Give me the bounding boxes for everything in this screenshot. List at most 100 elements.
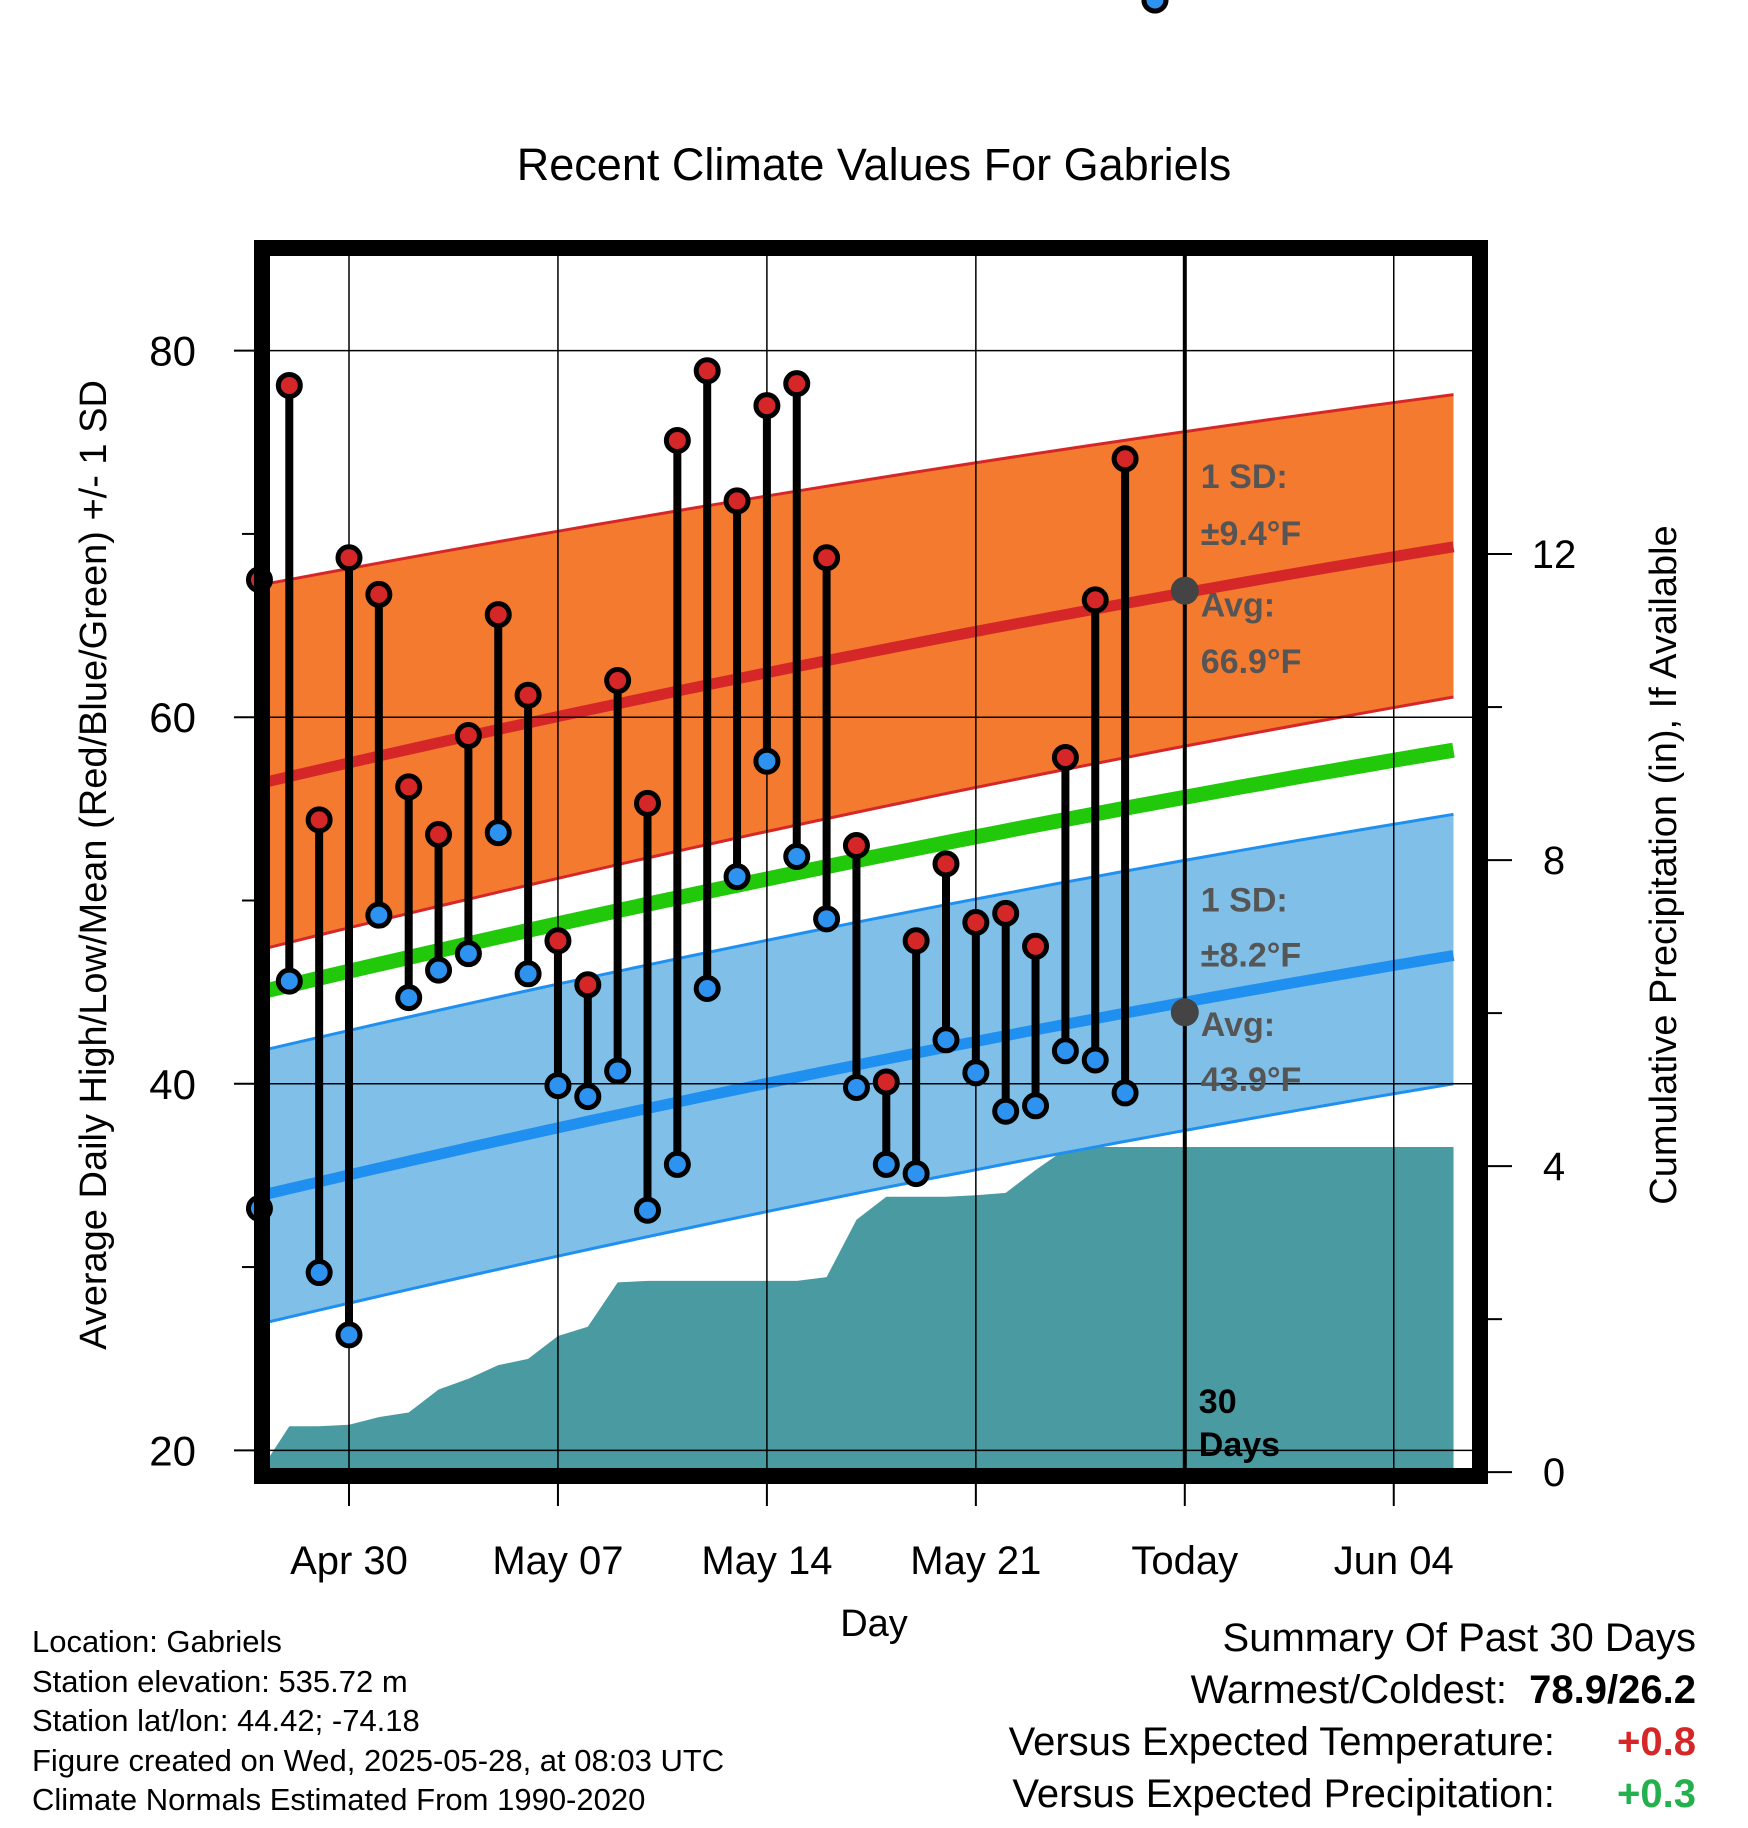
normal-high-sd-band [262,394,1454,950]
daily-high-point [872,1068,900,1096]
daily-low-point [902,1160,930,1188]
daily-low-point [992,1097,1020,1125]
y2-tick-label: 12 [1532,533,1577,577]
daily-high-point [574,971,602,999]
daily-low-point [663,1150,691,1178]
daily-low-point [365,901,393,929]
summary-title: Summary Of Past 30 Days [1222,1616,1696,1660]
daily-low-point [932,1026,960,1054]
daily-high-point [932,850,960,878]
daily-high-point [1022,932,1050,960]
normal-low-sd-band-lower-edge [262,1082,1454,1326]
daily-low-point [604,1057,632,1085]
daily-low-point [544,1072,572,1100]
daily-high-point [1111,445,1139,473]
daily-low-point [574,1083,602,1111]
normals-text: Climate Normals Estimated From 1990-2020 [32,1782,646,1817]
y2-axis-label: Cumulative Precipitation (in), If Availa… [1643,525,1685,1204]
today-normal-low-marker [1170,998,1199,1027]
daily-high-point [783,370,811,398]
daily-low-point [753,747,781,775]
daily-low-point [305,1259,333,1287]
precip-value: +0.3 [1617,1772,1696,1816]
chart-title: Recent Climate Values For Gabriels [517,139,1231,190]
station-info: Location: Gabriels Station elevation: 53… [32,1622,724,1820]
plot-frame [254,240,1488,1484]
daily-low-point [783,843,811,871]
daily-high-point [395,773,423,801]
summary-precip: Versus Expected Precipitation: +0.3 [1009,1768,1696,1820]
summary-warm-cold: Warmest/Coldest: 78.9/26.2 [1009,1664,1696,1716]
x-tick-label: Jun 04 [1334,1539,1454,1583]
summary-temp: Versus Expected Temperature: +0.8 [1009,1716,1696,1768]
daily-low-point [693,974,721,1002]
x-tick-label: May 07 [492,1539,623,1583]
daily-low-point [454,940,482,968]
x-tick-label: Today [1131,1539,1238,1583]
daily-high-point [305,806,333,834]
summary-panel: Summary Of Past 30 Days Warmest/Coldest:… [1009,1612,1696,1820]
high-sd-value: ±9.4°F [1201,515,1301,553]
plot-area: 1 SD: ±9.4°F Avg: 66.9°F 1 SD: ±8.2°F Avg: 43.9… [149,0,1576,1583]
daily-high-point [484,601,512,629]
x-tick-label: May 14 [701,1539,832,1583]
normal-mean-line [262,742,1455,1000]
daily-low-point [962,1059,990,1087]
warm-cold-value: 78.9/26.2 [1529,1668,1696,1712]
normal-low-line [262,950,1455,1201]
daily-high-point [514,681,542,709]
x-tick-label: Apr 30 [290,1539,408,1583]
daily-low-point [1081,1046,1109,1074]
daily-high-point [813,544,841,572]
low-avg-label: Avg: [1201,1006,1275,1044]
y-tick-label: 60 [149,694,196,741]
y2-tick-label: 0 [1543,1451,1565,1495]
normal-high-line [262,541,1455,789]
daily-low-point [723,863,751,891]
today-normal-high-marker [1170,576,1199,605]
warm-cold-label: Warmest/Coldest: [1190,1668,1507,1712]
daily-high-point [723,487,751,515]
daily-high-point [663,426,691,454]
y-tick-label: 40 [149,1061,196,1108]
precip-label: Versus Expected Precipitation: [1012,1772,1555,1816]
normal-high-sd-band-upper-edge [262,393,1454,587]
daily-low-point [335,1321,363,1349]
daily-high-point [634,789,661,817]
daily-high-point [902,927,930,955]
elevation-text: Station elevation: 535.72 m [32,1663,408,1699]
created-text: Figure created on Wed, 2025-05-28, at 08… [32,1742,725,1778]
location-text: Location: Gabriels [32,1624,282,1659]
daily-high-point [335,544,363,572]
daily-high-point [275,371,303,399]
y-tick-label: 20 [149,1427,196,1474]
y-axis-label: Average Daily High/Low/Mean (Red/Blue/Gr… [73,380,115,1350]
window-days-number: 30 [1199,1383,1237,1421]
daily-high-point [454,722,482,750]
daily-low-point [395,984,423,1012]
daily-low-point [1022,1092,1050,1120]
daily-high-point [962,908,990,936]
daily-high-point [544,927,572,955]
daily-high-point [842,832,870,860]
daily-low-point [484,819,512,847]
daily-low-point [1111,1079,1139,1107]
daily-low-point [425,956,453,984]
daily-low-point [275,967,303,995]
daily-high-point [425,821,453,849]
precipitation-area [262,1147,1454,1476]
temp-label: Versus Expected Temperature: [1008,1720,1555,1764]
temp-value: +0.8 [1617,1720,1696,1764]
daily-low-point [872,1150,900,1178]
daily-high-point [365,580,393,608]
window-days-label: Days [1199,1426,1280,1464]
daily-low-point [813,905,841,933]
daily-high-point [1051,744,1079,772]
y2-tick-label: 8 [1543,839,1565,883]
high-sd-label: 1 SD: [1201,458,1288,496]
daily-low-point [514,960,542,988]
y-tick-label: 80 [149,328,196,375]
daily-high-point [753,392,781,420]
low-avg-value: 43.9°F [1201,1061,1302,1099]
daily-low-point [1051,1037,1079,1065]
